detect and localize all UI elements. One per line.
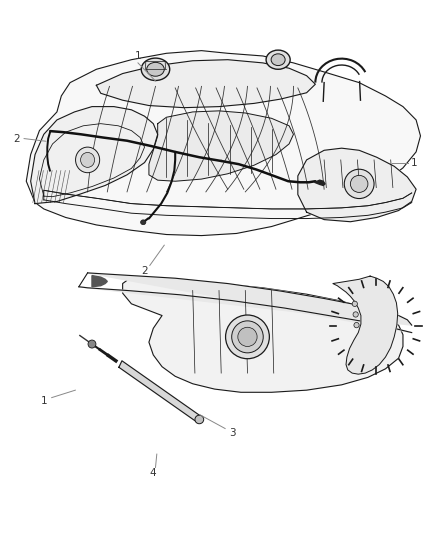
- Polygon shape: [92, 276, 107, 287]
- Polygon shape: [79, 273, 412, 333]
- Ellipse shape: [76, 147, 100, 173]
- Ellipse shape: [226, 315, 269, 359]
- Text: 3: 3: [229, 428, 236, 438]
- Ellipse shape: [238, 327, 257, 346]
- Ellipse shape: [352, 301, 357, 306]
- Polygon shape: [298, 148, 416, 222]
- Ellipse shape: [88, 340, 96, 348]
- Polygon shape: [123, 277, 403, 392]
- Ellipse shape: [271, 54, 285, 66]
- Text: 1: 1: [134, 51, 141, 61]
- Polygon shape: [96, 60, 315, 108]
- Ellipse shape: [81, 152, 95, 167]
- Ellipse shape: [141, 220, 146, 225]
- Ellipse shape: [344, 169, 374, 199]
- Ellipse shape: [141, 58, 170, 80]
- Text: 1: 1: [40, 396, 47, 406]
- Polygon shape: [119, 361, 201, 423]
- Text: 2: 2: [141, 266, 148, 276]
- Polygon shape: [26, 51, 420, 236]
- Ellipse shape: [195, 415, 204, 424]
- Polygon shape: [149, 111, 293, 181]
- Text: 4: 4: [149, 469, 156, 478]
- Text: 2: 2: [13, 134, 20, 143]
- Ellipse shape: [353, 312, 358, 317]
- Ellipse shape: [354, 322, 359, 328]
- Polygon shape: [31, 107, 158, 204]
- Ellipse shape: [147, 62, 164, 76]
- Ellipse shape: [350, 175, 368, 192]
- Ellipse shape: [232, 321, 263, 353]
- Ellipse shape: [266, 50, 290, 69]
- Text: 1: 1: [410, 158, 417, 167]
- Polygon shape: [314, 180, 325, 185]
- Polygon shape: [333, 276, 398, 374]
